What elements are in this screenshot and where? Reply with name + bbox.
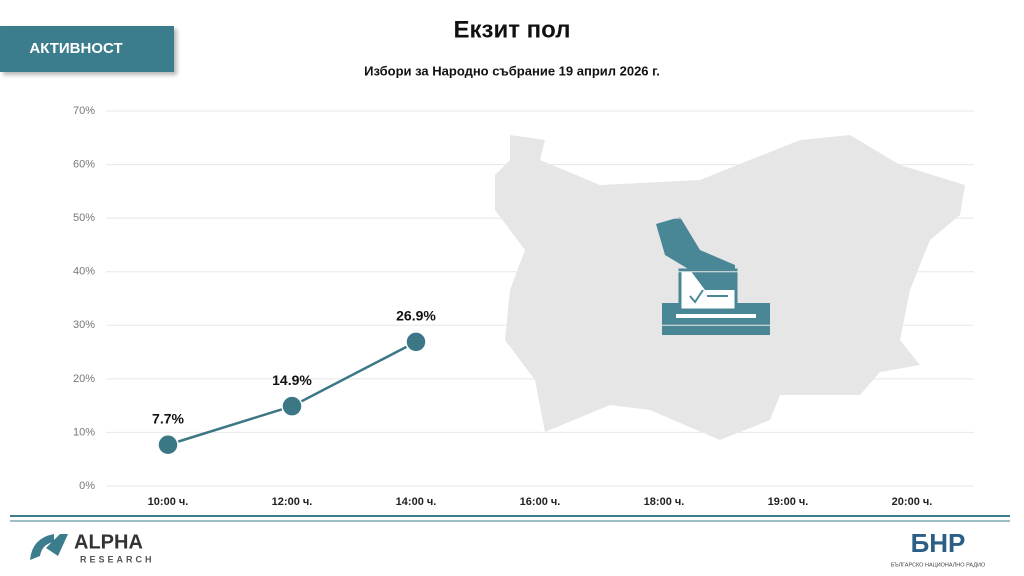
data-label: 7.7% [152, 410, 184, 426]
y-tick-label: 0% [79, 480, 95, 492]
line [167, 340, 417, 446]
map [495, 135, 965, 440]
logo-text: ALPHA [74, 531, 143, 553]
x-tick-label: 19:00 ч. [768, 496, 809, 508]
badge [0, 26, 174, 72]
marker [281, 395, 303, 417]
y-tick-label: 50% [73, 212, 95, 224]
y-tick-label: 40% [73, 266, 95, 278]
logo-text: RESEARCH [80, 554, 155, 564]
marker [157, 434, 179, 456]
badge-text: АКТИВНОСТ [29, 40, 122, 57]
marker [405, 331, 427, 353]
y-tick-label: 10% [73, 426, 95, 438]
x-tick-label: 12:00 ч. [272, 496, 313, 508]
logo-text: БЪЛГАРСКО НАЦИОНАЛНО РАДИО [891, 562, 986, 568]
logo-text: БНР [911, 528, 966, 558]
bnr-logo: БНР БЪЛГАРСКО НАЦИОНАЛНО РАДИО [891, 528, 986, 569]
x-tick-label: 18:00 ч. [644, 496, 685, 508]
x-tick-label: 16:00 ч. [520, 496, 561, 508]
chart-subtitle: Избори за Народно събрание 19 април 2026… [364, 63, 660, 78]
y-tick-label: 70% [73, 105, 95, 117]
y-tick-label: 20% [73, 373, 95, 385]
alpha-logo: ALPHA RESEARCH [30, 531, 155, 564]
y-tick-label: 60% [73, 158, 95, 170]
x-tick-label: 14:00 ч. [396, 496, 437, 508]
x-tick-label: 20:00 ч. [892, 496, 933, 508]
x-tick-label: 10:00 ч. [148, 496, 189, 508]
chart-title: Екзит пол [454, 16, 571, 43]
data-label: 14.9% [272, 372, 312, 388]
plot-area: 0% 10% 20% 30% 40% 50% 60% 70% 10:00 ч. 12:00 ч. 1… [73, 105, 974, 508]
data-label: 26.9% [396, 308, 436, 324]
y-tick-label: 30% [73, 319, 95, 331]
